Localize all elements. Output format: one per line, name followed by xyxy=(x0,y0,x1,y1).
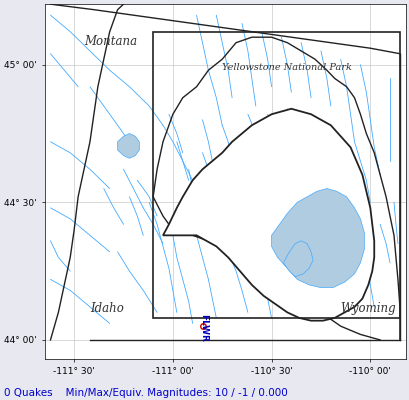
Bar xyxy=(153,32,399,318)
Text: Yellowstone National Park: Yellowstone National Park xyxy=(222,63,351,72)
Text: 0 Quakes    Min/Max/Equiv. Magnitudes: 10 / -1 / 0.000: 0 Quakes Min/Max/Equiv. Magnitudes: 10 /… xyxy=(4,388,287,398)
Text: Idaho: Idaho xyxy=(90,302,124,316)
Text: Wyoming: Wyoming xyxy=(340,302,396,316)
Polygon shape xyxy=(117,134,139,158)
Polygon shape xyxy=(163,109,373,321)
Polygon shape xyxy=(283,241,312,277)
Polygon shape xyxy=(271,188,364,288)
Text: Montana: Montana xyxy=(84,36,137,48)
Text: FLWR: FLWR xyxy=(199,314,208,342)
